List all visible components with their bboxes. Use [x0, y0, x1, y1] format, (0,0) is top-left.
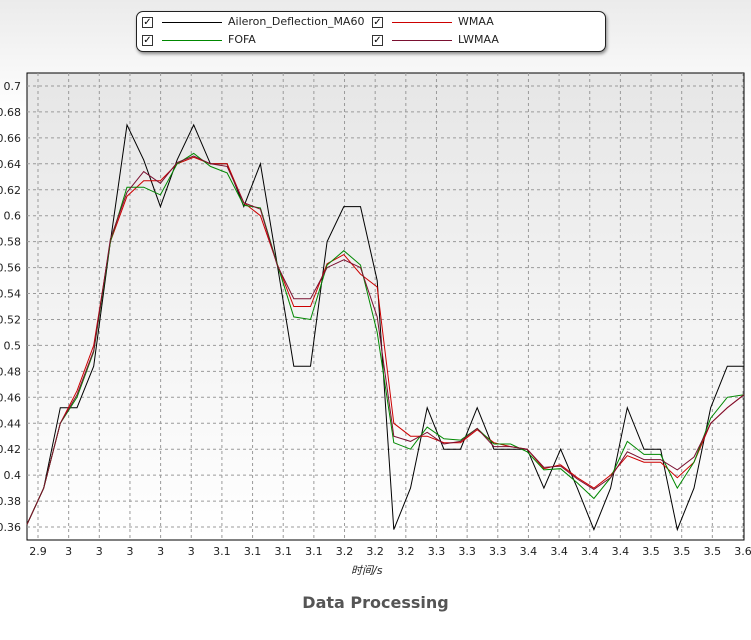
x-tick-label: 3.3 — [428, 545, 446, 558]
x-axis-label: 时间/s — [351, 564, 383, 577]
x-tick-label: 3.4 — [581, 545, 599, 558]
x-tick-label: 3.1 — [244, 545, 262, 558]
y-tick-label: 0.64 — [0, 158, 21, 171]
y-tick-label: 0.48 — [0, 365, 21, 378]
legend-item-aileron[interactable]: ✓ Aileron_Deflection_MA60 — [142, 15, 372, 31]
y-tick-label: 0.44 — [0, 417, 21, 430]
x-tick-label: 3.1 — [305, 545, 323, 558]
legend-checkbox-aileron[interactable]: ✓ — [142, 17, 153, 28]
legend-swatch-fofa — [162, 40, 222, 41]
legend-checkbox-wmaa[interactable]: ✓ — [372, 17, 383, 28]
series-line-aileron-deflection-ma60 — [26, 123, 744, 532]
y-tick-label: 0.38 — [0, 495, 21, 508]
x-tick-label: 3.4 — [550, 545, 568, 558]
x-tick-label: 3.2 — [366, 545, 384, 558]
x-tick-label: 3.4 — [520, 545, 538, 558]
x-tick-label: 3 — [188, 545, 195, 558]
y-tick-label: 0.68 — [0, 106, 21, 119]
y-tick-label: 0.42 — [0, 443, 21, 456]
y-tick-label: 0.4 — [4, 469, 22, 482]
legend-item-lwmaa[interactable]: ✓ LWMAA — [372, 33, 572, 49]
x-tick-label: 3.3 — [458, 545, 476, 558]
legend-label-lwmaa: LWMAA — [458, 33, 499, 46]
legend-swatch-aileron — [162, 22, 222, 23]
y-tick-label: 0.56 — [0, 262, 21, 275]
x-tick-label: 3 — [126, 545, 133, 558]
legend-label-wmaa: WMAA — [458, 15, 494, 28]
legend-item-fofa[interactable]: ✓ FOFA — [142, 33, 372, 49]
series-line-fofa — [26, 152, 745, 525]
series-line-wmaa — [26, 156, 745, 525]
x-tick-label: 3 — [96, 545, 103, 558]
legend-checkbox-lwmaa[interactable]: ✓ — [372, 35, 383, 46]
y-tick-label: 0.54 — [0, 288, 21, 301]
x-tick-label: 3.1 — [274, 545, 292, 558]
y-tick-label: 0.5 — [4, 339, 22, 352]
x-tick-label: 3.5 — [642, 545, 660, 558]
legend-swatch-lwmaa — [392, 40, 452, 41]
x-tick-label: 3.3 — [489, 545, 507, 558]
legend: ✓ Aileron_Deflection_MA60 ✓ WMAA ✓ FOFA … — [136, 11, 606, 52]
legend-swatch-wmaa — [392, 22, 452, 23]
legend-item-wmaa[interactable]: ✓ WMAA — [372, 15, 572, 31]
x-tick-label: 2.9 — [29, 545, 47, 558]
legend-label-aileron: Aileron_Deflection_MA60 — [228, 15, 365, 28]
x-tick-label: 3.2 — [336, 545, 354, 558]
y-tick-label: 0.66 — [0, 132, 21, 145]
legend-label-fofa: FOFA — [228, 33, 256, 46]
y-tick-label: 0.52 — [0, 313, 21, 326]
x-tick-label: 3 — [65, 545, 72, 558]
plot-area — [26, 72, 745, 541]
x-tick-label: 3.4 — [612, 545, 630, 558]
y-tick-label: 0.7 — [4, 80, 22, 93]
x-tick-label: 3.1 — [213, 545, 231, 558]
x-tick-label: 3.2 — [397, 545, 415, 558]
y-tick-label: 0.6 — [4, 210, 22, 223]
y-tick-label: 0.58 — [0, 236, 21, 249]
y-tick-label: 0.62 — [0, 184, 21, 197]
y-tick-label: 0.46 — [0, 391, 21, 404]
x-tick-label: 3.5 — [673, 545, 691, 558]
legend-checkbox-fofa[interactable]: ✓ — [142, 35, 153, 46]
x-tick-label: 3 — [157, 545, 164, 558]
y-tick-label: 0.36 — [0, 521, 21, 534]
x-tick-label: 3.5 — [704, 545, 722, 558]
series-line-lwmaa — [26, 155, 745, 525]
chart-title: Data Processing — [302, 593, 449, 612]
x-tick-label: 3.6 — [734, 545, 751, 558]
